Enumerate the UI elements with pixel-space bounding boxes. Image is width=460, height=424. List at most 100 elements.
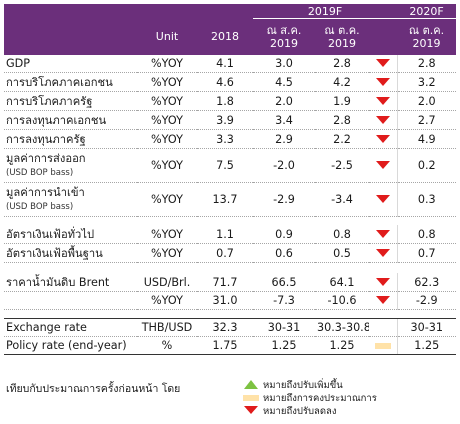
row-unit: %YOY bbox=[137, 243, 197, 263]
row-2020: 3.2 bbox=[396, 72, 457, 92]
no-change-bar-icon bbox=[243, 395, 259, 401]
row-change-indicator bbox=[369, 273, 398, 292]
row-2019-oct: 2.8 bbox=[315, 55, 369, 73]
row-2018: 3.3 bbox=[197, 129, 253, 149]
table-header: 2019F 2020F Unit 2018 ณ ส.ค. 2019 ณ ต.ค. 2… bbox=[4, 4, 457, 55]
row-label: การบริโภคภาครัฐ bbox=[4, 91, 137, 111]
table-row: การลงทุนภาคเอกชน %YOY 3.9 3.4 2.8 2.7 bbox=[4, 110, 457, 130]
row-label-text: การบริโภคภาคเอกชน bbox=[6, 76, 113, 89]
row-unit: %YOY bbox=[137, 91, 197, 111]
row-label: มูลค่าการนำเข้า (USD BOP bass) bbox=[4, 182, 137, 217]
header-2020-oct-line2: 2019 bbox=[412, 37, 441, 50]
row-2019-aug: 1.25 bbox=[253, 336, 315, 355]
row-change-indicator bbox=[369, 243, 398, 263]
row-change-indicator bbox=[369, 110, 398, 130]
row-2018: 13.7 bbox=[197, 182, 253, 217]
legend-up: หมายถึงปรับเพิ่มขึ้น bbox=[242, 378, 343, 393]
row-sublabel: (USD BOP bass) bbox=[6, 167, 74, 178]
row-unit: %YOY bbox=[137, 182, 197, 217]
row-spacer bbox=[4, 263, 456, 274]
row-2020: 62.3 bbox=[396, 273, 457, 292]
row-2018: 1.8 bbox=[197, 91, 253, 111]
down-arrow-icon bbox=[375, 134, 390, 143]
legend-same: หมายถึงการคงประมาณการ bbox=[242, 391, 377, 406]
table-row: การลงทุนภาครัฐ %YOY 3.3 2.9 2.2 4.9 bbox=[4, 129, 457, 149]
header-aug-line1: ณ ส.ค. bbox=[266, 24, 302, 37]
row-2018: 3.9 bbox=[197, 110, 253, 130]
table-body: GDP %YOY 4.1 3.0 2.8 2.8 การบริโภคภาคเอกชน %YOY… bbox=[4, 55, 457, 355]
row-change-indicator bbox=[369, 129, 398, 149]
down-arrow-icon bbox=[375, 277, 390, 286]
row-label-text: Exchange rate bbox=[6, 321, 87, 334]
row-2019-aug: -7.3 bbox=[253, 291, 315, 310]
legend: เทียบกับประมาณการครั้งก่อนหน้า โดย หมายถ… bbox=[4, 378, 456, 422]
table-row: การบริโภคภาครัฐ %YOY 1.8 2.0 1.9 2.0 bbox=[4, 91, 457, 111]
row-label-text: ราคาน้ำมันดิบ Brent bbox=[6, 276, 110, 289]
row-label-text: อัตราเงินเฟ้อพื้นฐาน bbox=[6, 247, 103, 260]
row-2020: 2.8 bbox=[396, 55, 457, 73]
row-2019-oct: 1.9 bbox=[315, 91, 369, 111]
row-2018: 1.75 bbox=[197, 336, 253, 355]
down-arrow-icon bbox=[375, 96, 390, 105]
row-2020: 30-31 bbox=[396, 318, 457, 337]
row-2018: 1.1 bbox=[197, 225, 253, 244]
row-2019-oct: 0.8 bbox=[315, 225, 369, 244]
row-label-text: อัตราเงินเฟ้อทั่วไป bbox=[6, 228, 95, 241]
row-2020: 1.25 bbox=[396, 336, 457, 355]
row-unit: THB/USD bbox=[137, 318, 197, 337]
table-row: อัตราเงินเฟ้อพื้นฐาน %YOY 0.7 0.6 0.5 0.7 bbox=[4, 243, 457, 263]
row-label-text: มูลค่าการส่งออก bbox=[6, 151, 86, 165]
row-change-indicator bbox=[369, 182, 398, 217]
header-2018: 2018 bbox=[197, 18, 253, 55]
row-2019-aug: 2.0 bbox=[253, 91, 315, 111]
row-2018: 31.0 bbox=[197, 291, 253, 310]
row-2019-oct: 30.3-30.8 bbox=[315, 318, 369, 337]
row-label: Policy rate (end-year) bbox=[4, 336, 137, 355]
down-arrow-icon bbox=[375, 248, 390, 257]
row-label: อัตราเงินเฟ้อพื้นฐาน bbox=[4, 243, 137, 263]
table-row: GDP %YOY 4.1 3.0 2.8 2.8 bbox=[4, 55, 457, 73]
row-label: การลงทุนภาครัฐ bbox=[4, 129, 137, 149]
row-label-text: มูลค่าการนำเข้า bbox=[6, 185, 85, 199]
row-label-text: GDP bbox=[6, 57, 31, 70]
table-row: มูลค่าการส่งออก (USD BOP bass) %YOY 7.5 -2.0… bbox=[4, 148, 457, 183]
row-2019-aug: 0.6 bbox=[253, 243, 315, 263]
header-2020f: 2020F bbox=[397, 4, 457, 19]
header-2020-oct-line1: ณ ต.ค. bbox=[408, 24, 445, 37]
row-2019-oct: 4.2 bbox=[315, 72, 369, 92]
table-row: อัตราเงินเฟ้อทั่วไป %YOY 1.1 0.9 0.8 0.8 bbox=[4, 225, 457, 244]
row-2020: 2.7 bbox=[396, 110, 457, 130]
row-2020: 4.9 bbox=[396, 129, 457, 149]
row-label-text: การลงทุนภาคเอกชน bbox=[6, 114, 107, 127]
row-2020: 0.8 bbox=[396, 225, 457, 244]
row-2019-aug: 30-31 bbox=[253, 318, 315, 337]
no-change-bar-icon bbox=[374, 343, 391, 349]
row-2020: 0.2 bbox=[396, 148, 457, 183]
header-unit: Unit bbox=[137, 18, 197, 55]
row-2019-oct: -2.5 bbox=[315, 148, 369, 183]
down-arrow-icon bbox=[375, 115, 390, 124]
row-2018: 7.5 bbox=[197, 148, 253, 183]
header-2019f: 2019F bbox=[253, 4, 398, 19]
row-unit: %YOY bbox=[137, 110, 197, 130]
row-2019-aug: 3.0 bbox=[253, 55, 315, 73]
down-arrow-icon bbox=[375, 195, 390, 203]
down-arrow-icon bbox=[375, 59, 390, 67]
row-unit: %YOY bbox=[137, 225, 197, 244]
row-change-indicator bbox=[369, 55, 398, 73]
row-sublabel: (USD BOP bass) bbox=[6, 201, 74, 212]
row-2019-aug: 66.5 bbox=[253, 273, 315, 292]
forecast-table-container: 2019F 2020F Unit 2018 ณ ส.ค. 2019 ณ ต.ค. 2… bbox=[4, 4, 457, 355]
down-arrow-icon bbox=[375, 161, 390, 169]
legend-note: เทียบกับประมาณการครั้งก่อนหน้า โดย bbox=[6, 383, 181, 395]
header-2019-aug: ณ ส.ค. 2019 bbox=[253, 18, 315, 55]
row-2018: 0.7 bbox=[197, 243, 253, 263]
header-aug-line2: 2019 bbox=[270, 37, 298, 50]
row-2019-aug: 4.5 bbox=[253, 72, 315, 92]
table-row: ราคาน้ำมันดิบ Brent USD/Brl. 71.7 66.5 64.1 6… bbox=[4, 273, 457, 292]
row-2020: 2.0 bbox=[396, 91, 457, 111]
row-change-indicator bbox=[369, 72, 398, 92]
row-change-indicator bbox=[369, 291, 398, 310]
row-spacer bbox=[4, 217, 456, 226]
row-2019-aug: 2.9 bbox=[253, 129, 315, 149]
